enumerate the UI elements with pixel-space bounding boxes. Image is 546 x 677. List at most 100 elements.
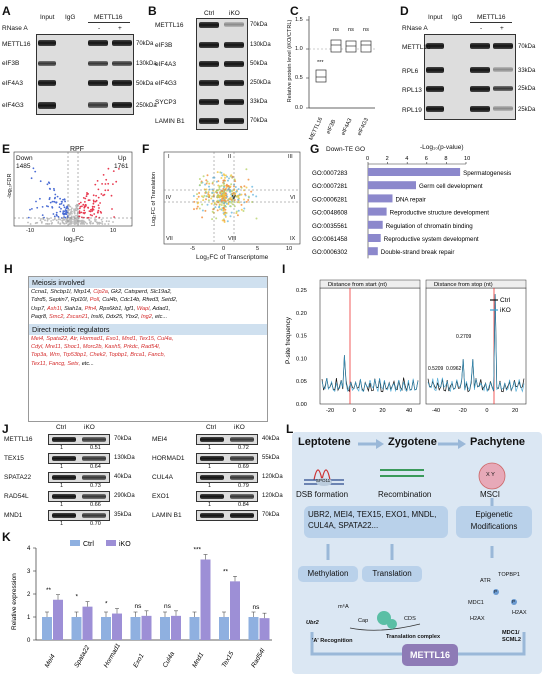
band (38, 40, 56, 46)
stage-leptotene: Leptotene (298, 436, 351, 448)
direct-gene-list: Mei4, Spata22, Atr, Hormad1, Exo1, Mnd1,… (29, 335, 267, 369)
y-axis-label: Relative expression (11, 573, 18, 630)
volcano-dot (59, 203, 61, 206)
gene-text: Pfn4 (84, 305, 97, 312)
go-term: Regulation of chromatin binding (386, 223, 474, 230)
volcano-dot (84, 201, 86, 203)
scatter-dot (196, 197, 199, 200)
scatter-dot (193, 208, 195, 211)
volcano-dot (95, 221, 98, 224)
volcano-dot (79, 205, 82, 208)
blot-row-label: CUL4A (152, 474, 173, 481)
scatter-dot (225, 202, 228, 205)
volcano-dot (94, 183, 97, 186)
scatter-dot (226, 188, 229, 191)
bar-Ctrl (42, 617, 52, 640)
scatter-dot (229, 215, 232, 218)
xy-label: X Y (486, 472, 495, 478)
x-tick-label: 40 (406, 408, 412, 414)
mrna (349, 623, 421, 631)
volcano-dot (39, 180, 42, 183)
gene-text: , Insl6, Ddx25, Ybx2, (87, 314, 142, 321)
volcano-dot (46, 183, 49, 186)
scatter-dot (222, 179, 225, 182)
gene-text: Top3a, Wrn, Trp53bp1, Chek2, Topbp1, Brc… (31, 352, 166, 359)
blot-row-label: LAMIN B1 (152, 512, 182, 519)
volcano-dot (30, 177, 33, 180)
scatter-dot (198, 184, 201, 187)
scatter-dot (235, 212, 238, 215)
volcano-dot (51, 200, 54, 203)
scatter-dot (227, 198, 230, 201)
volcano-dot (88, 219, 91, 222)
panel-f-quadrant: VIII (228, 236, 237, 242)
scatter-dot (212, 199, 214, 202)
scatter-dot (240, 193, 243, 196)
volcano-dot (76, 214, 79, 216)
legend-label: Ctrl (83, 541, 94, 548)
panel-b-label: B (148, 4, 157, 18)
band (200, 456, 224, 461)
go-id: GO:0048608 (312, 210, 348, 217)
go-term: Reproductive system development (384, 236, 479, 243)
blot-row-label: RAD54L (4, 493, 29, 500)
scatter-dot (227, 179, 229, 182)
blot-row-label: MEI4 (152, 436, 168, 443)
volcano-dot (41, 206, 44, 208)
volcano-dot (102, 194, 104, 197)
panel-e-xtick: -10 (26, 228, 35, 234)
psite-svg: P-site frequency 0.00 0.05 0.10 0.15 0.20 0.25… (285, 279, 527, 414)
blot-quant: 1 (208, 483, 212, 489)
gene-text: Tex11, Fancg, Setx, (31, 360, 82, 367)
volcano-dot (90, 220, 92, 223)
volcano-dot (53, 215, 56, 218)
y-tick-label: 0.25 (296, 288, 307, 294)
bar-iKO (230, 581, 240, 640)
scatter-dot (196, 205, 199, 208)
legend-swatch (70, 540, 80, 546)
go-id: GO:0035561 (312, 223, 348, 230)
box-mettl16 (315, 69, 327, 83)
gene-text: Smc2 (49, 314, 64, 321)
scatter-dot (224, 208, 227, 211)
scatter-dot (214, 206, 217, 209)
volcano-dot (111, 208, 113, 210)
panel-g-label: G (310, 142, 320, 156)
band (230, 513, 254, 518)
blot-strip (48, 434, 110, 445)
box-eif4a3 (345, 40, 357, 53)
spo11-label: SPO11 (316, 478, 331, 483)
band (426, 86, 444, 92)
volcano-dot (66, 216, 69, 218)
panel-e-down-label: Down (16, 155, 33, 162)
scatter-dot (221, 174, 224, 177)
volcano-dot (84, 197, 87, 200)
panel-a-rnase-plus: + (118, 25, 122, 32)
scatter-dot (222, 191, 225, 194)
scatter-dot (215, 191, 218, 194)
scatter-dot (216, 209, 219, 212)
panel-f-scatter (163, 151, 301, 245)
panel-a-blot (36, 34, 134, 115)
gene-text: Zscan21 (66, 314, 88, 321)
volcano-dot (84, 205, 87, 208)
scatter-dot (224, 197, 227, 200)
volcano-dot (107, 167, 110, 170)
scatter-dot (217, 201, 220, 204)
category-label: Mnd1 (191, 651, 205, 669)
go-term: Reproductive structure development (390, 210, 490, 217)
volcano-dot (97, 204, 100, 207)
panel-a-col-igg: IgG (65, 14, 76, 21)
band (82, 475, 106, 480)
msci-body (478, 462, 506, 490)
blot-kda: 40kDa (114, 474, 132, 480)
significance-label: * (76, 594, 79, 601)
panel-l-diagram: Leptotene Zygotene Pachytene SPO11 DSB f… (292, 432, 542, 674)
y-tick-label: 4 (27, 546, 31, 552)
volcano-dot (29, 208, 31, 211)
scatter-dot (212, 208, 215, 211)
scatter-dot (223, 204, 226, 207)
scatter-dot (206, 180, 209, 183)
scatter-dot (204, 209, 207, 212)
volcano-dot (41, 221, 43, 223)
